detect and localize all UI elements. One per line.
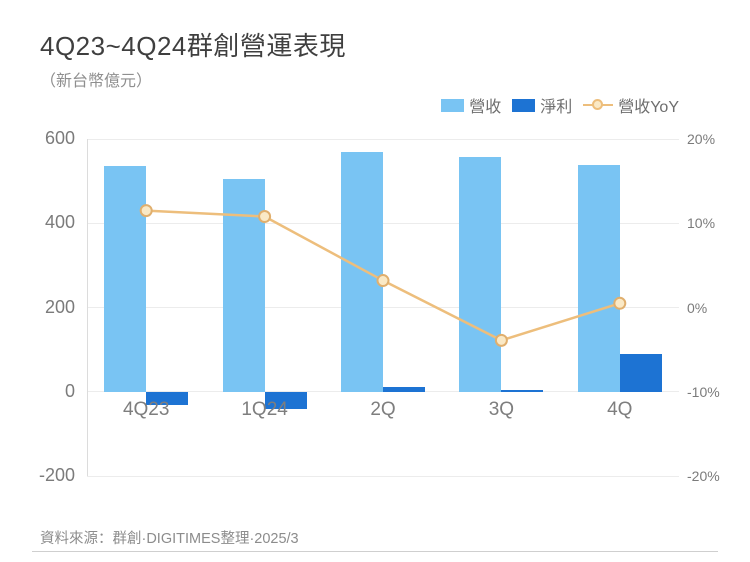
- yoy-line-marker-icon: [583, 99, 614, 112]
- yoy-marker: [376, 274, 390, 288]
- category-label: 3Q: [488, 399, 515, 420]
- gridline: [87, 222, 679, 224]
- category-label: 2Q: [370, 399, 396, 420]
- chart-title: 4Q23~4Q24群創營運表現: [40, 31, 346, 61]
- revenue-bar: [341, 151, 383, 392]
- legend-label-revenue: 營收: [469, 99, 502, 116]
- category-label: 4Q23: [122, 399, 170, 420]
- yoy-dot-glyph: [592, 99, 604, 110]
- right-axis-tick-label: -10%: [687, 383, 720, 400]
- legend-item-revenue: 營收: [441, 93, 501, 117]
- net-profit-bar: [383, 386, 425, 392]
- yoy-marker: [613, 296, 627, 310]
- right-axis-tick-label: -20%: [687, 468, 720, 484]
- gridline: [87, 307, 679, 308]
- gridline: [87, 138, 679, 140]
- legend: 營收 淨利 營收YoY: [441, 93, 679, 117]
- right-axis-tick-label: 10%: [687, 215, 716, 232]
- yoy-marker: [494, 333, 508, 347]
- gridline: [87, 475, 679, 477]
- left-axis-tick-label: 200: [44, 296, 75, 317]
- revenue-swatch-icon: [441, 98, 465, 112]
- net-profit-bar: [146, 391, 189, 406]
- y-axis-line: [87, 139, 88, 476]
- yoy-marker: [258, 210, 272, 224]
- left-axis-tick-label: 0: [64, 380, 75, 401]
- yoy-marker: [139, 204, 153, 218]
- legend-label-yoy: 營收YoY: [618, 99, 679, 116]
- net-profit-bar: [619, 353, 662, 392]
- yoy-line-layer: [139, 204, 627, 347]
- left-axis-tick-label: -200: [38, 465, 75, 485]
- net-profit-bar: [501, 390, 544, 392]
- legend-item-yoy: 營收YoY: [583, 93, 679, 117]
- source-note: 資料來源：群創·DIGITIMES整理·2025/3: [40, 531, 299, 547]
- right-axis-tick-label: 0%: [687, 299, 708, 316]
- revenue-bar: [577, 164, 620, 392]
- revenue-bar: [459, 157, 502, 392]
- left-axis-tick-label: 600: [44, 128, 75, 148]
- right-axis-tick-label: 20%: [687, 131, 716, 147]
- gridline: [87, 391, 679, 393]
- net-profit-swatch-icon: [512, 98, 536, 112]
- category-label: 4Q: [607, 399, 633, 420]
- left-axis-tick-label: 400: [44, 212, 75, 233]
- category-label: 1Q24: [241, 399, 288, 420]
- footer-divider: [32, 551, 718, 552]
- legend-item-net-profit: 淨利: [512, 93, 572, 117]
- legend-label-net-profit: 淨利: [540, 99, 573, 116]
- revenue-bar: [104, 165, 147, 392]
- chart-subtitle: （新台幣億元）: [40, 73, 153, 90]
- net-profit-bar: [264, 391, 307, 410]
